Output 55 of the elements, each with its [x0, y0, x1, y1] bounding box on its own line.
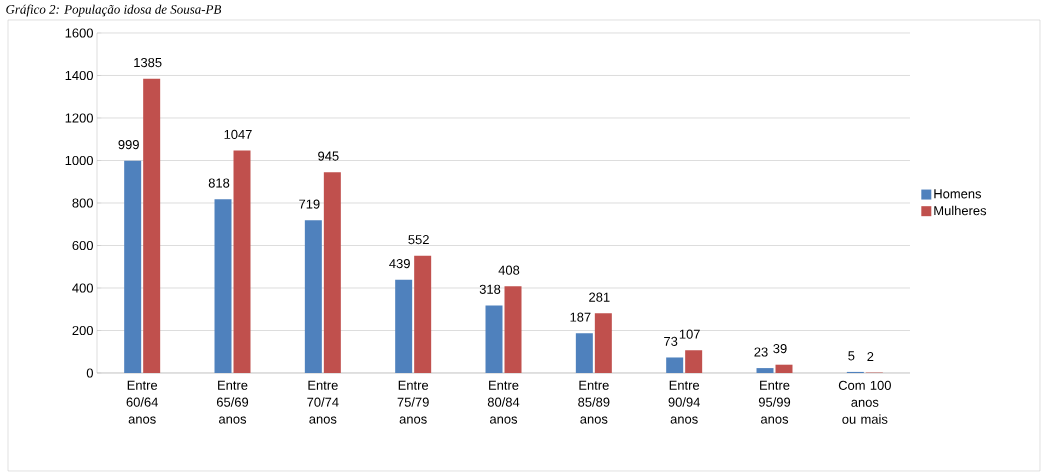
data-label: 552	[408, 234, 429, 245]
x-tick-label: Entre 80/84 anos	[487, 380, 520, 424]
x-tick-label: Entre 95/99 anos	[758, 380, 791, 424]
data-label: 281	[589, 292, 610, 302]
bar	[594, 313, 612, 373]
x-tick-label: Com 100 anos ou mais	[838, 380, 891, 424]
bar	[575, 333, 593, 373]
bar	[666, 357, 684, 373]
x-tick-label: Entre 90/94 anos	[668, 380, 700, 424]
data-label: 2	[867, 351, 874, 362]
x-tick-label: Entre 85/89 anos	[578, 380, 610, 424]
x-tick-label: Entre 60/64 anos	[126, 380, 158, 424]
chart-title: Gráfico 2: População idosa de Sousa-PB	[6, 4, 222, 17]
bar	[233, 150, 251, 373]
x-tick-label: Entre 70/74 anos	[307, 380, 339, 424]
data-label: 818	[208, 178, 230, 188]
y-tick-label: 600	[72, 240, 93, 251]
bar	[504, 286, 522, 373]
bar	[775, 364, 793, 373]
x-tick-label: Entre 75/79 anos	[397, 380, 429, 424]
y-tick-label: 1400	[65, 70, 93, 81]
y-tick-label: 1000	[65, 155, 93, 166]
data-label: 719	[299, 199, 320, 209]
bar	[756, 368, 774, 373]
legend-label: Mulheres	[934, 205, 987, 216]
data-label: 187	[570, 312, 591, 322]
y-tick-label: 1600	[65, 28, 93, 38]
y-tick-label: 800	[72, 198, 93, 208]
data-label: 318	[479, 284, 501, 294]
bar	[214, 199, 232, 373]
data-label: 39	[773, 344, 787, 354]
bar	[485, 305, 503, 373]
legend-label: Homens	[934, 189, 982, 199]
data-label: 439	[389, 259, 410, 269]
y-tick-label: 400	[72, 283, 93, 293]
bar	[124, 160, 142, 373]
data-label: 23	[754, 347, 768, 357]
data-label: 999	[118, 140, 139, 150]
data-label: 107	[679, 329, 700, 339]
bar	[395, 279, 413, 373]
bar	[304, 220, 322, 373]
y-tick-label: 0	[86, 368, 93, 378]
data-label: 945	[318, 151, 339, 161]
bar	[685, 350, 703, 373]
x-tick-label: Entre 65/69 anos	[216, 380, 249, 424]
bar	[323, 172, 341, 373]
data-label: 1385	[134, 57, 162, 68]
data-label: 408	[498, 265, 520, 275]
y-tick-label: 1200	[65, 113, 93, 123]
data-label: 1047	[224, 129, 252, 139]
data-label: 5	[848, 351, 855, 361]
y-tick-label: 200	[72, 325, 93, 336]
bar	[143, 78, 161, 373]
bar	[414, 255, 432, 373]
data-label: 73	[664, 336, 678, 346]
